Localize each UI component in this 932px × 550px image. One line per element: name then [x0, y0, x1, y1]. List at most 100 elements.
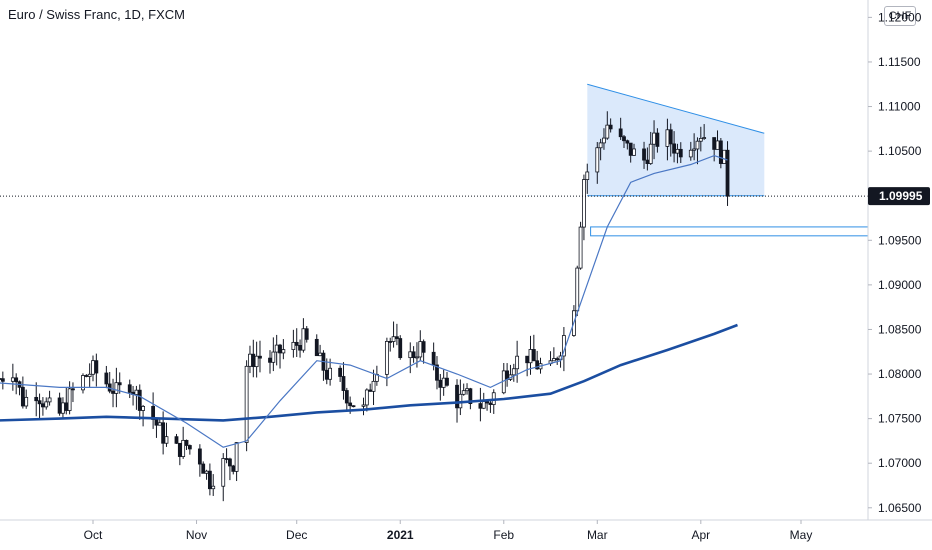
candle-body — [0, 378, 5, 382]
candle-body — [368, 389, 373, 392]
time-tick-label: Nov — [186, 528, 207, 542]
candle-body — [271, 351, 276, 363]
candle-body — [652, 132, 656, 145]
candle-body — [134, 389, 139, 395]
candle-body — [94, 360, 99, 374]
candle-body — [234, 442, 239, 472]
plot-area — [0, 83, 869, 502]
candle-body — [201, 463, 206, 474]
candle-body — [34, 396, 39, 402]
candle-body — [20, 386, 25, 407]
candle-body — [114, 382, 119, 394]
candle-body — [415, 356, 419, 359]
price-axis[interactable]: 1.120001.115001.110001.105001.100001.095… — [867, 0, 922, 520]
time-axis[interactable]: Oct Nov Dec 2021 Feb Mar Apr May — [0, 519, 932, 542]
candle-body — [0, 378, 2, 380]
candle-body — [408, 351, 413, 359]
candle-body — [445, 377, 449, 386]
candle-body — [391, 336, 396, 342]
candle-body — [231, 465, 236, 472]
price-tick-label: 1.12000 — [878, 10, 922, 24]
candle-body — [622, 136, 626, 142]
candle-body — [441, 377, 446, 388]
candle-body — [301, 328, 306, 351]
moving-average-fast — [0, 154, 728, 448]
currency-button[interactable]: CHF — [884, 6, 916, 26]
candle-body — [338, 367, 343, 377]
candle-body — [361, 404, 366, 407]
candle-body — [157, 422, 162, 426]
candle-body — [91, 360, 95, 375]
candle-body — [224, 458, 229, 460]
time-tick-label: Feb — [493, 528, 514, 542]
candle-body — [254, 355, 259, 368]
candle-body — [64, 402, 69, 411]
candle-body — [41, 403, 45, 408]
candle-body — [384, 341, 389, 375]
candle-body — [44, 401, 49, 408]
candle-body — [314, 338, 319, 357]
candle-body — [204, 470, 209, 474]
candle-body — [578, 226, 583, 269]
candle-body — [221, 458, 226, 487]
candle-body — [698, 137, 703, 142]
candle-body — [692, 148, 697, 151]
support-zone-box — [590, 226, 869, 237]
candle-body — [602, 137, 606, 144]
candle-body — [435, 364, 439, 381]
candle-body — [294, 341, 299, 346]
candle-body — [585, 171, 590, 180]
time-tick-label: Dec — [286, 528, 307, 542]
candle-body — [57, 397, 62, 414]
candle-body — [388, 341, 393, 343]
candle-body — [174, 436, 179, 444]
candle-body — [87, 373, 92, 377]
candle-body — [281, 349, 286, 354]
candle-body — [675, 148, 680, 154]
candle-body — [61, 402, 65, 414]
candle-body — [371, 380, 376, 392]
candle-body — [485, 401, 489, 404]
candle-body — [598, 142, 603, 149]
candle-body — [181, 439, 186, 457]
candle-body — [161, 422, 166, 444]
candle-body — [715, 140, 720, 150]
current-price-label-text: 1.09995 — [879, 189, 923, 203]
candle-body — [10, 377, 15, 382]
candle-body — [184, 439, 189, 446]
candle-body — [37, 400, 42, 405]
time-tick-label: Apr — [691, 528, 710, 542]
candle-body — [318, 352, 322, 357]
candle-body — [688, 149, 693, 158]
candle-body — [702, 137, 707, 139]
candle-body — [551, 358, 556, 362]
current-price-label-bg — [868, 187, 930, 206]
candle-body — [251, 353, 256, 368]
candle-body — [431, 351, 436, 366]
candle-body — [468, 388, 473, 404]
candle-body — [274, 344, 279, 353]
candle-body — [411, 351, 416, 359]
candle-body — [678, 148, 683, 158]
candle-body — [648, 143, 653, 164]
candle-body — [341, 376, 346, 391]
candle-body — [525, 355, 530, 364]
candle-body — [344, 390, 349, 404]
candle-body — [71, 388, 75, 391]
candle-body — [582, 179, 586, 228]
candle-body — [718, 140, 723, 164]
candle-body — [141, 406, 145, 411]
triangle-pattern-fill — [587, 84, 765, 196]
candle-body — [665, 129, 670, 147]
candle-body — [298, 345, 302, 351]
moving-average-slow — [0, 323, 738, 422]
price-tick-label: 1.07500 — [878, 412, 922, 426]
candle-body — [555, 358, 560, 361]
price-tick-label: 1.06500 — [878, 501, 922, 515]
candle-body — [348, 402, 353, 407]
triangle-upper-trendline — [587, 83, 765, 134]
candle-body — [465, 388, 469, 392]
candle-body — [515, 355, 520, 370]
time-tick-label: May — [790, 528, 813, 542]
